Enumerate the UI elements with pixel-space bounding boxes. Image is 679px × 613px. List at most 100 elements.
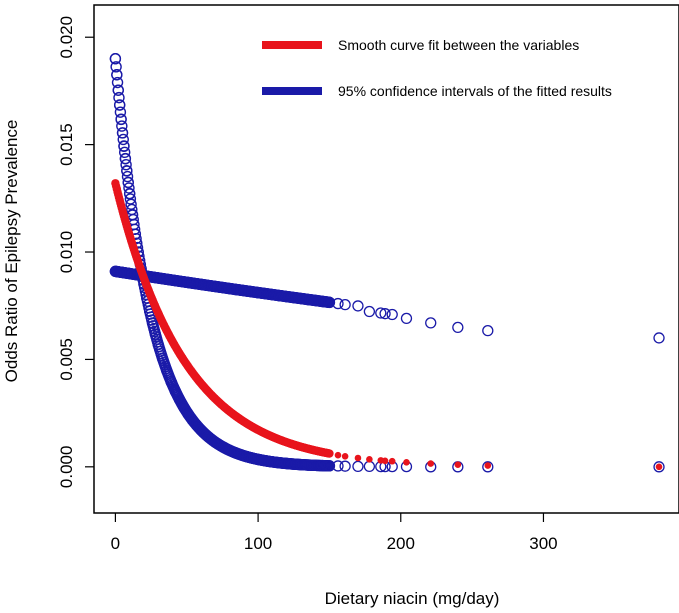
ci-upper-point <box>252 287 264 299</box>
fit-point <box>427 460 435 467</box>
fit-point <box>126 232 133 240</box>
ci-lower-band-marker <box>110 61 122 73</box>
ci-upper-point <box>332 297 344 310</box>
ci-lower-point <box>280 457 293 470</box>
fit-point <box>140 275 148 283</box>
ci-upper-point <box>223 283 236 295</box>
ci-upper-point <box>182 276 194 289</box>
ci-lower-point <box>149 328 162 341</box>
ci-upper-point <box>653 332 665 344</box>
ci-lower-point <box>223 444 236 456</box>
y-tick-label: 0.020 <box>57 16 76 59</box>
fit-point <box>388 457 396 465</box>
y-tick-label: 0.000 <box>57 446 76 489</box>
fit-point <box>220 403 228 411</box>
fit-point <box>116 196 123 204</box>
fit-point <box>381 457 389 465</box>
ci-upper-point <box>173 275 186 287</box>
ci-upper-point <box>186 277 199 289</box>
fit-point <box>152 304 159 311</box>
ci-lower-band-marker <box>111 76 124 89</box>
ci-lower-point <box>156 352 169 365</box>
ci-upper-point <box>288 292 300 304</box>
axes: 0 100 200 300 0.000 0.005 0.010 0.015 0.020 <box>57 16 558 553</box>
fit-point <box>163 328 171 335</box>
fit-point <box>226 408 233 415</box>
ci-lower-point <box>218 441 230 453</box>
fit-point <box>113 185 121 193</box>
fit-point <box>172 343 179 351</box>
legend-label: Smooth curve fit between the variables <box>338 37 579 53</box>
ci-upper-point <box>246 286 259 298</box>
fit-layer <box>111 179 663 471</box>
fit-point <box>254 426 262 434</box>
ci-upper-point <box>161 273 173 285</box>
ci-upper-point <box>363 305 376 318</box>
fit-point <box>203 386 211 394</box>
fit-point <box>318 449 326 456</box>
legend-label: 95% confidence intervals of the fitted r… <box>338 83 612 99</box>
ci-lower-point <box>112 84 124 96</box>
fit-point <box>189 369 196 377</box>
ci-upper-point <box>280 291 293 303</box>
ci-lower-point <box>288 458 300 470</box>
ci-lower-point <box>323 460 336 472</box>
ci-lower-point <box>653 461 665 473</box>
y-tick-label: 0.015 <box>57 123 76 166</box>
fit-point <box>334 451 342 459</box>
x-axis-label: Dietary niacin (mg/day) <box>325 589 500 608</box>
fit-point <box>176 350 183 358</box>
ci-lower-band-marker <box>113 91 125 104</box>
fit-point <box>655 463 663 471</box>
fit-point <box>304 445 312 453</box>
ci-upper-point <box>316 295 328 308</box>
fit-point <box>193 375 201 382</box>
ci-lower-band-marker <box>123 182 135 194</box>
fit-point <box>269 433 276 441</box>
fit-point <box>354 454 362 462</box>
ci-upper-point <box>452 321 464 334</box>
ci-upper-point <box>241 285 253 297</box>
ci-lower-band-marker <box>116 120 128 132</box>
fit-point <box>129 241 136 249</box>
ci-upper-point <box>309 294 321 307</box>
ci-lower-band-marker <box>117 133 129 146</box>
ci-lower-point <box>111 69 123 81</box>
ci-lower-point <box>266 456 279 468</box>
ci-upper-point <box>206 280 219 292</box>
ci-lower-point <box>339 460 351 472</box>
ci-upper-point <box>386 308 398 321</box>
fit-point <box>146 290 153 297</box>
fit-point <box>237 416 245 424</box>
ci-lower-band-marker <box>121 170 134 183</box>
ci-lower-point <box>259 454 271 467</box>
ci-lower-point <box>165 376 177 388</box>
ci-lower-point <box>352 460 364 473</box>
ci-lower-point <box>118 140 130 152</box>
fit-point <box>311 447 319 455</box>
fit-point <box>122 217 129 225</box>
ci-lower-point <box>252 453 264 465</box>
ci-lower-point <box>482 461 494 473</box>
fit-point <box>297 443 305 451</box>
ci-lower-point <box>309 459 321 471</box>
ci-lower-point <box>363 460 376 473</box>
ci-upper-point <box>375 307 387 319</box>
ci-lower-point <box>119 153 132 165</box>
fit-point <box>290 441 298 449</box>
ci-lower-point <box>114 99 126 111</box>
ci-lower-point <box>229 446 241 459</box>
ci-lower-point <box>246 452 259 464</box>
fit-point <box>114 191 122 198</box>
fit-point <box>261 430 269 438</box>
ci-lower-point <box>212 438 224 450</box>
x-tick-label: 300 <box>529 534 557 553</box>
fit-point <box>134 259 142 267</box>
fit-point <box>184 363 192 371</box>
ci-lower-layer <box>109 53 665 473</box>
fit-point <box>149 297 156 305</box>
y-tick-label: 0.005 <box>57 338 76 381</box>
ci-upper-point <box>379 308 391 320</box>
ci-upper-point <box>201 279 213 291</box>
